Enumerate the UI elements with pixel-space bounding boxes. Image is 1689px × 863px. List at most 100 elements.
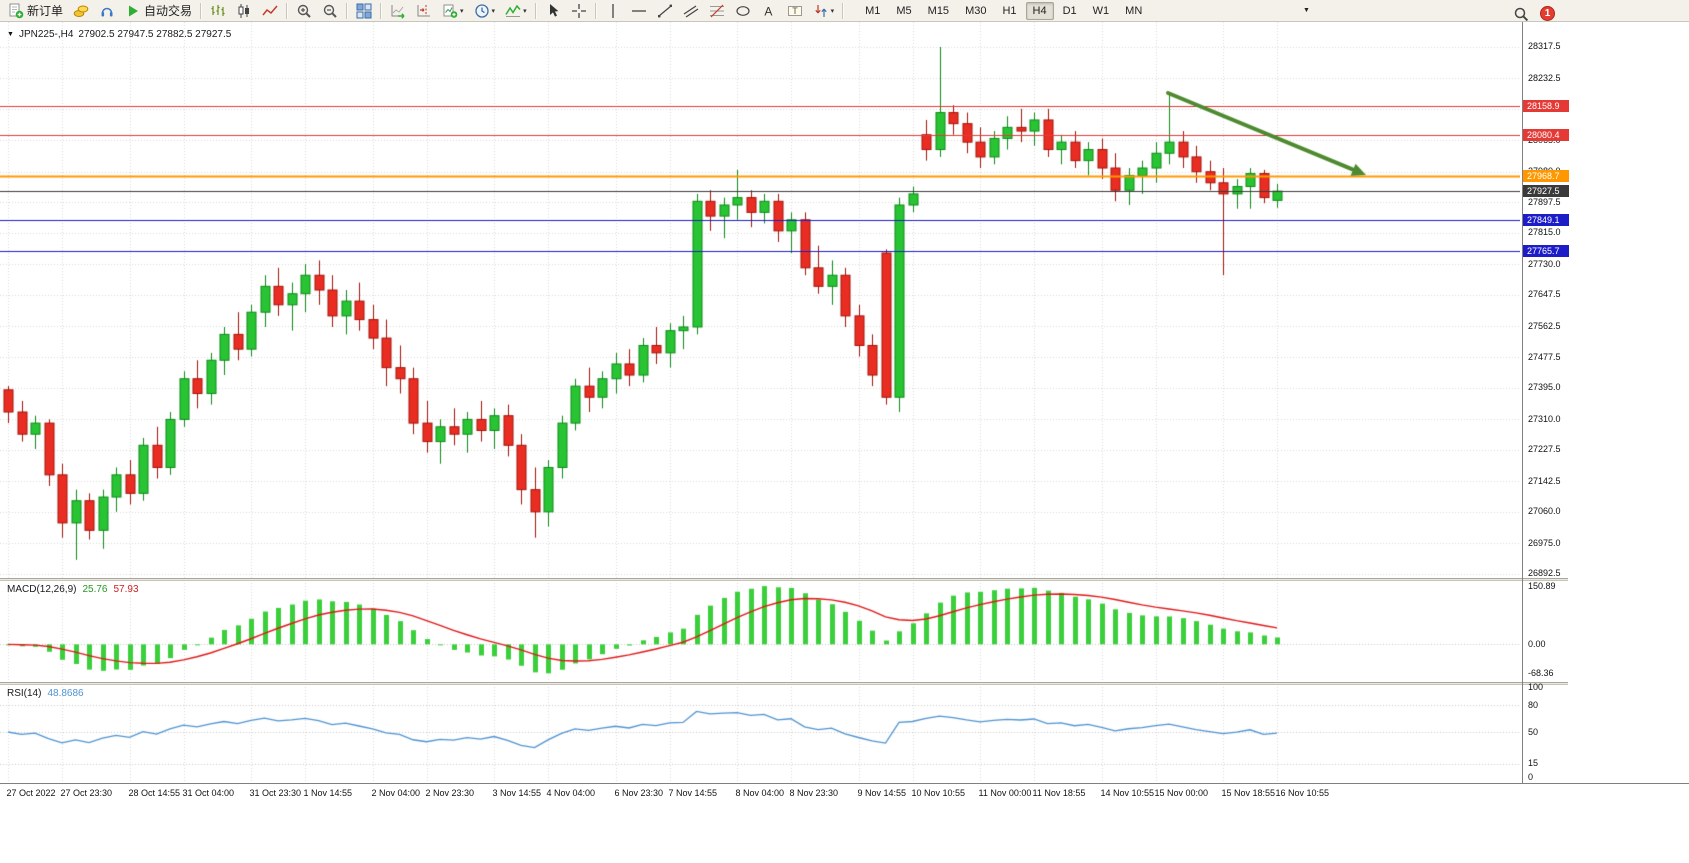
- crosshair-button[interactable]: [567, 0, 591, 22]
- rsi-value: 48.8686: [47, 688, 84, 699]
- macd-axis-label: -68.36: [1528, 667, 1554, 678]
- time-axis-label: 9 Nov 14:55: [857, 788, 907, 798]
- zoom-in-button[interactable]: [292, 0, 316, 22]
- period-button[interactable]: ▾: [470, 0, 500, 22]
- hline-price-label: 28158.9: [1523, 99, 1569, 112]
- fibonacci-button[interactable]: [705, 0, 729, 22]
- pane-splitter-macd[interactable]: [0, 578, 1568, 581]
- trendline-button[interactable]: [653, 0, 677, 22]
- deposit-button[interactable]: [69, 0, 93, 22]
- price-axis-label: 26892.5: [1528, 568, 1561, 579]
- toolbar-separator: [286, 2, 289, 19]
- horizontal-line-button[interactable]: [627, 0, 651, 22]
- timeframe-m1[interactable]: M1: [865, 4, 881, 17]
- time-axis-label: 14 Nov 10:55: [1100, 788, 1155, 798]
- toolbar-separator: [200, 2, 203, 19]
- timeframe-h4[interactable]: H4: [1025, 1, 1054, 20]
- price-axis-label: 27562.5: [1528, 320, 1561, 331]
- macd-signal-value: 57.93: [113, 584, 139, 595]
- price-axis-label: 26975.0: [1528, 537, 1561, 548]
- zoom-out-button[interactable]: [318, 0, 342, 22]
- fibo-icon: [709, 3, 725, 19]
- toolbar-separator: [534, 2, 537, 19]
- auto-scroll-button[interactable]: [386, 0, 410, 22]
- timeframe-h1[interactable]: H1: [1002, 4, 1017, 17]
- text-button[interactable]: [757, 0, 781, 22]
- text-a-icon: [761, 3, 777, 19]
- rsi-indicator-label: RSI(14) 48.8686: [7, 688, 84, 699]
- line-chart-button[interactable]: [258, 0, 282, 22]
- timeframe-mn[interactable]: MN: [1125, 4, 1143, 17]
- time-axis-label: 28 Oct 14:55: [128, 788, 181, 798]
- toolbar-overflow-button[interactable]: ▼: [1303, 7, 1310, 14]
- toolbar-items: 新订单 自动交易 ▾ ▾ ▾ ▾ M1 M5 M15 M30 H1 H4 D1 W1 MN: [3, 0, 1150, 22]
- toolbar-right: 1: [1508, 2, 1555, 25]
- label-button[interactable]: [783, 0, 807, 22]
- chart-canvas[interactable]: [0, 22, 1520, 783]
- timeframe-m30[interactable]: M30: [965, 4, 987, 17]
- one-click-panel-toggle[interactable]: ▼: [7, 31, 14, 38]
- rsi-axis-label: 100: [1528, 681, 1544, 692]
- cursor-icon: [545, 3, 561, 19]
- time-axis[interactable]: 27 Oct 2022 27 Oct 23:30 28 Oct 14:55 31 Oc…: [0, 783, 1689, 804]
- price-axis-label: 27897.5: [1528, 196, 1561, 207]
- price-axis-label: 27395.0: [1528, 382, 1561, 393]
- zoom-out-icon: [322, 3, 338, 19]
- algo-trading-button[interactable]: 自动交易: [121, 0, 196, 22]
- support-button[interactable]: [95, 0, 119, 22]
- notification-badge[interactable]: 1: [1540, 6, 1555, 21]
- label-icon: [787, 3, 803, 19]
- price-axis-label: 28317.5: [1528, 41, 1561, 52]
- shapes-button[interactable]: [731, 0, 755, 22]
- hline-price-label: 27968.7: [1523, 169, 1569, 182]
- new-order-button[interactable]: 新订单: [4, 0, 67, 22]
- chart-region: ▼ JPN225-,H4 27902.5 27947.5 27882.5 279…: [0, 22, 1689, 863]
- macd-axis-label: 150.89: [1528, 580, 1556, 591]
- zoom-in-icon: [296, 3, 312, 19]
- macd-name: MACD(12,26,9): [7, 584, 77, 595]
- time-axis-label: 11 Nov 00:00: [978, 788, 1032, 798]
- rsi-axis-label: 0: [1528, 771, 1534, 782]
- price-axis-label: 27227.5: [1528, 444, 1561, 455]
- search-icon: [1513, 6, 1529, 22]
- timeframe-d1[interactable]: D1: [1062, 4, 1077, 17]
- timeframe-m15[interactable]: M15: [927, 4, 950, 17]
- coins-icon: [73, 3, 89, 19]
- rsi-axis-label: 50: [1528, 726, 1539, 737]
- time-axis-label: 8 Nov 04:00: [735, 788, 785, 798]
- candles-icon: [236, 3, 252, 19]
- time-axis-label: 1 Nov 14:55: [303, 788, 353, 798]
- timeframe-m5[interactable]: M5: [896, 4, 912, 17]
- toolbar: 新订单 自动交易 ▾ ▾ ▾ ▾ M1 M5 M15 M30 H1 H4 D1 W1 MN ▼ 1: [0, 0, 1689, 22]
- price-axis[interactable]: 28317.528232.528150.028065.027980.027897…: [1522, 22, 1569, 783]
- time-axis-label: 8 Nov 23:30: [789, 788, 839, 798]
- toolbar-separator: [346, 2, 349, 19]
- arrows-button[interactable]: ▾: [809, 0, 839, 22]
- timeframe-w1[interactable]: W1: [1092, 4, 1110, 17]
- price-axis-label: 27142.5: [1528, 475, 1561, 486]
- shapes-icon: [735, 3, 751, 19]
- caret-down-icon: ▾: [460, 7, 464, 15]
- time-axis-label: 27 Oct 23:30: [60, 788, 113, 798]
- tile-windows-button[interactable]: [352, 0, 376, 22]
- caret-down-icon: ▾: [523, 7, 527, 15]
- pane-splitter-rsi[interactable]: [0, 682, 1568, 685]
- cursor-button[interactable]: [541, 0, 565, 22]
- hline-price-label: 28080.4: [1523, 128, 1569, 141]
- autoscroll-icon: [390, 3, 406, 19]
- hline-price-label: 27849.1: [1523, 214, 1569, 227]
- doc-plus-icon: [8, 3, 24, 19]
- bar-chart-button[interactable]: [206, 0, 230, 22]
- new-chart-button[interactable]: ▾: [438, 0, 468, 22]
- price-axis-label: 28232.5: [1528, 72, 1561, 83]
- channel-button[interactable]: [679, 0, 703, 22]
- candlestick-chart-button[interactable]: [232, 0, 256, 22]
- chart-shift-button[interactable]: [412, 0, 436, 22]
- time-axis-label: 16 Nov 10:55: [1275, 788, 1330, 798]
- indicators-button[interactable]: ▾: [501, 0, 531, 22]
- price-axis-label: 27060.0: [1528, 506, 1561, 517]
- vertical-line-button[interactable]: [601, 0, 625, 22]
- time-axis-label: 2 Nov 04:00: [371, 788, 421, 798]
- hline-price-label: 27765.7: [1523, 244, 1569, 257]
